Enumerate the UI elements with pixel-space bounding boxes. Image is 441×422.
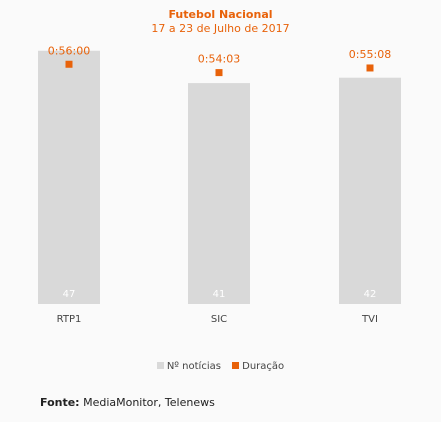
source-note: Fonte: MediaMonitor, Telenews [40,396,215,410]
category-label-rtp1: RTP1 [57,314,82,325]
bar-sic [188,83,250,304]
chart-subtitle: 17 a 23 de Julho de 2017 [151,22,290,35]
legend-label-news: Nº notícias [166,361,221,372]
legend-label-duration: Duração [242,361,285,372]
chart-legend: Nº notícias Duração [0,361,441,373]
duration-marker-tvi [366,64,374,72]
chart-title: Futebol Nacional [168,8,273,21]
legend-swatch-duration [232,362,240,369]
bar-value-label-sic: 41 [213,289,226,300]
legend-item-duration[interactable]: Duração [232,361,284,373]
duration-label-rtp1: 0:56:00 [48,44,90,57]
source-label: Fonte: [40,396,80,409]
duration-label-sic: 0:54:03 [198,53,240,66]
bar-tvi [339,77,401,304]
source-text: MediaMonitor, Telenews [83,396,215,409]
duration-marker-rtp1 [65,60,73,68]
duration-label-tvi: 0:55:08 [349,48,391,61]
category-label-sic: SIC [211,314,227,325]
bar-value-label-rtp1: 47 [63,289,76,300]
bar-rtp1 [38,50,100,304]
legend-item-news[interactable]: Nº notícias [156,361,221,373]
legend-swatch-news [156,362,164,369]
duration-marker-sic [215,69,223,77]
category-label-tvi: TVI [361,314,378,325]
bar-value-label-tvi: 42 [364,289,377,300]
